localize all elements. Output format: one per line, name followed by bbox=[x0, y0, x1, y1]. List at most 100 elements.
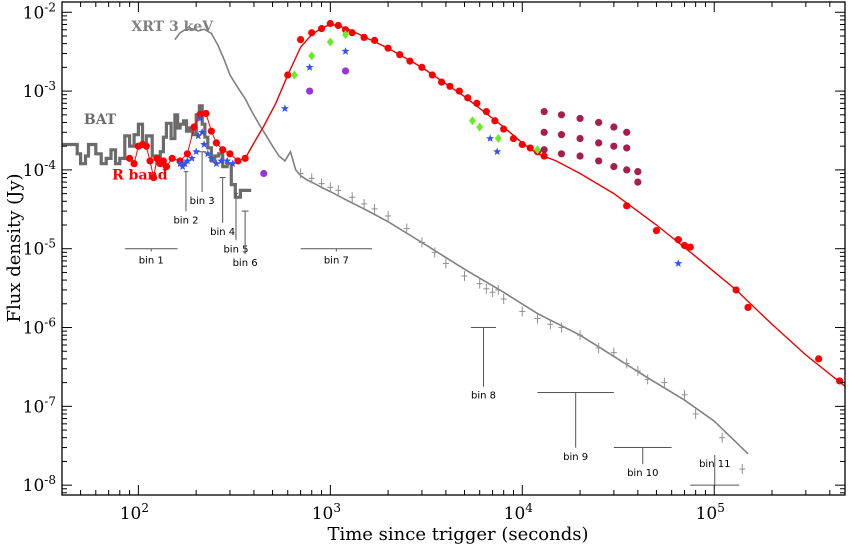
r-band-model-line bbox=[244, 23, 846, 387]
b-band-point bbox=[217, 156, 226, 165]
time-bin-label: bin 2 bbox=[173, 215, 198, 226]
y-tick-label: 10-5 bbox=[23, 237, 56, 260]
time-bin-6: bin 6 bbox=[233, 210, 258, 269]
xrt-data-point bbox=[558, 322, 565, 333]
xrt-data-point bbox=[719, 432, 726, 443]
r-band-point bbox=[207, 127, 215, 135]
xrt-3-kev-curve-line bbox=[174, 27, 749, 455]
late-time-bands-point bbox=[595, 118, 603, 127]
b-band-point bbox=[212, 159, 221, 168]
xrt-3-kev-curve-series-label: XRT 3 keV bbox=[131, 19, 214, 35]
bat-steps bbox=[62, 104, 252, 199]
time-bin-7: bin 7 bbox=[300, 248, 373, 266]
y-tick-label: 10-6 bbox=[23, 316, 56, 339]
time-bin-11: bin 11 bbox=[690, 454, 740, 486]
r-band-point bbox=[219, 146, 227, 154]
late-time-bands-point bbox=[540, 146, 548, 154]
time-bin-label: bin 11 bbox=[699, 459, 730, 470]
r-band-point bbox=[168, 154, 176, 162]
v-band-point bbox=[468, 116, 476, 126]
time-bin-1: bin 1 bbox=[124, 248, 178, 266]
axis-ticks: 102 103 104 105 10-8 10-7 10-6 10-5 10-4 10-3 10-2 bbox=[23, 0, 845, 524]
series-late-time-bands bbox=[540, 107, 642, 186]
xrt-data-point bbox=[681, 389, 688, 400]
late-time-bands-point bbox=[557, 131, 566, 139]
time-bin-label: bin 3 bbox=[190, 196, 215, 207]
xrt-data-point bbox=[623, 358, 630, 369]
b-band-point bbox=[207, 154, 216, 162]
r-band-point bbox=[652, 226, 661, 235]
late-time-bands-point bbox=[557, 150, 566, 158]
v-band-point bbox=[342, 30, 350, 40]
u-band-point bbox=[260, 169, 268, 178]
r-band-point bbox=[297, 36, 305, 44]
late-time-bands-point bbox=[540, 128, 548, 136]
x-tick-label: 102 bbox=[120, 501, 149, 524]
series-labels-layer: BAT XRT 3 keV R band bbox=[84, 19, 214, 184]
time-bin-9: bin 9 bbox=[537, 391, 614, 463]
late-time-bands-point bbox=[595, 157, 603, 165]
series-r-band-model bbox=[244, 23, 846, 387]
r-band-point bbox=[146, 157, 154, 165]
v-band-point bbox=[533, 145, 541, 155]
r-band-point bbox=[308, 29, 316, 37]
xrt-data-point bbox=[595, 342, 602, 353]
xrt-data-point bbox=[519, 306, 526, 317]
time-bins-layer: bin 1 bin 2 bin 3 bin 4 bin 5 bin 6 bin 7 bin 8… bbox=[124, 151, 740, 486]
xrt-data-point bbox=[489, 287, 496, 298]
b-band-point bbox=[228, 159, 237, 168]
late-time-bands-point bbox=[623, 166, 631, 174]
b-band-point bbox=[674, 259, 683, 267]
r-band-point bbox=[234, 157, 242, 165]
y-tick-label: 10-3 bbox=[23, 79, 56, 102]
time-bin-5: bin 5 bbox=[223, 193, 248, 255]
xrt-data-point bbox=[500, 294, 507, 305]
b-band-point bbox=[183, 156, 192, 165]
b-band-point bbox=[486, 134, 495, 142]
time-bin-3: bin 3 bbox=[190, 151, 215, 207]
xrt-data-point bbox=[361, 198, 368, 209]
time-bin-10: bin 10 bbox=[613, 447, 672, 479]
v-band-point bbox=[494, 134, 502, 144]
xrt-data-point bbox=[634, 366, 641, 377]
y-tick-label: 10-8 bbox=[23, 473, 56, 496]
series-xrt-data bbox=[297, 168, 746, 475]
u-band-point bbox=[306, 87, 314, 95]
time-bin-label: bin 10 bbox=[627, 468, 658, 479]
r-band-point bbox=[241, 154, 249, 162]
r-band-point bbox=[212, 139, 221, 147]
series-v-band bbox=[290, 30, 541, 155]
late-time-bands-point bbox=[595, 139, 603, 147]
x-tick-label: 104 bbox=[504, 501, 534, 524]
plot-frame bbox=[61, 1, 846, 496]
r-band-point bbox=[815, 355, 823, 363]
late-time-bands-point bbox=[540, 107, 548, 116]
b-band-point bbox=[178, 162, 187, 170]
y-tick-label: 10-7 bbox=[23, 394, 56, 417]
bat-series-label: BAT bbox=[84, 112, 117, 128]
y-axis-label: Flux density (Jy) bbox=[4, 173, 25, 322]
b-band-point bbox=[493, 147, 502, 156]
u-band-point bbox=[341, 67, 350, 75]
xrt-data-point bbox=[371, 203, 378, 214]
v-band-point bbox=[290, 70, 298, 80]
x-axis-label: Time since trigger (seconds) bbox=[327, 524, 588, 545]
time-bin-label: bin 7 bbox=[324, 255, 349, 266]
xrt-data-point bbox=[547, 319, 554, 330]
late-time-bands-point bbox=[576, 114, 584, 123]
late-time-bands-point bbox=[557, 111, 566, 119]
late-time-bands-point bbox=[610, 163, 618, 171]
xrt-data-point bbox=[308, 173, 315, 184]
time-bin-label: bin 8 bbox=[471, 391, 496, 402]
r-band-point bbox=[162, 163, 171, 171]
r-band-point bbox=[190, 123, 198, 131]
r-band-point bbox=[500, 125, 508, 133]
b-band-point bbox=[192, 147, 201, 156]
xrt-data-point bbox=[385, 211, 392, 222]
time-bin-label: bin 6 bbox=[233, 258, 258, 269]
r-band-point bbox=[482, 107, 490, 116]
xrt-data-point bbox=[327, 182, 334, 193]
time-bin-8: bin 8 bbox=[470, 327, 497, 402]
r-band-point bbox=[159, 157, 168, 165]
r-band-point bbox=[455, 87, 463, 95]
